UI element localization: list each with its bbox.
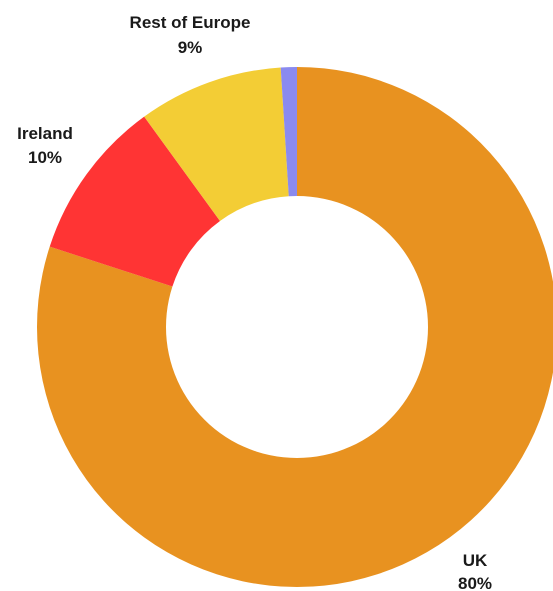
slice-rest-of-europe bbox=[144, 67, 289, 222]
slice-value-rest-of-europe: 9% bbox=[178, 38, 203, 57]
slice-value-uk: 80% bbox=[458, 574, 492, 591]
labels-layer: UK 80% Ireland 10% Rest of Europe 9% bbox=[17, 13, 492, 591]
slices-layer bbox=[37, 67, 553, 587]
slice-value-ireland: 10% bbox=[28, 148, 62, 167]
slice-label-rest-of-europe: Rest of Europe bbox=[130, 13, 251, 32]
slice-label-uk: UK bbox=[463, 551, 488, 570]
slice-label-ireland: Ireland bbox=[17, 124, 73, 143]
slice-3 bbox=[280, 67, 297, 197]
slice-uk bbox=[37, 67, 553, 587]
slice-ireland bbox=[49, 116, 221, 287]
